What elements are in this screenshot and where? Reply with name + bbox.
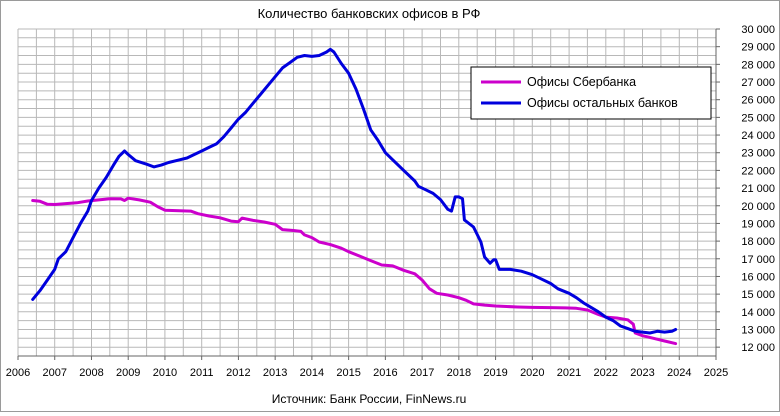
y-tick-label: 28 000 [741,59,775,71]
y-tick-label: 21 000 [741,183,775,195]
x-tick-label: 2010 [153,367,177,379]
chart-title: Количество банковских офисов в РФ [258,6,481,21]
x-tick-label: 2011 [190,367,214,379]
y-tick-label: 22 000 [741,165,775,177]
x-tick-label: 2023 [630,367,654,379]
y-tick-label: 18 000 [741,236,775,248]
grid [17,28,717,357]
y-tick-label: 27 000 [741,77,775,89]
source-note: Источник: Банк России, FinNews.ru [272,392,467,406]
x-tick-label: 2012 [226,367,250,379]
x-tick-label: 2021 [557,367,581,379]
y-tick-label: 16 000 [741,271,775,283]
y-tick-label: 19 000 [741,218,775,230]
x-tick-label: 2007 [42,367,66,379]
y-axis-ticks: 12 000 13 000 14 000 15 000 16 000 17 000 18 0… [716,24,775,354]
legend-label-other-banks: Офисы остальных банков [527,96,678,110]
x-tick-label: 2013 [263,367,287,379]
y-tick-label: 20 000 [741,201,775,213]
y-tick-label: 25 000 [741,112,775,124]
legend: Офисы Сбербанка Офисы остальных банков [470,66,712,120]
y-tick-label: 12 000 [741,342,775,354]
y-tick-label: 26 000 [741,95,775,107]
legend-label-sberbank: Офисы Сбербанка [527,75,636,89]
y-tick-label: 29 000 [741,42,775,54]
legend-box [470,66,712,120]
x-tick-label: 2020 [520,367,544,379]
y-tick-label: 23 000 [741,148,775,160]
x-tick-label: 2022 [594,367,618,379]
x-tick-label: 2014 [300,367,324,379]
x-tick-label: 2017 [410,367,434,379]
x-tick-label: 2016 [373,367,397,379]
x-tick-label: 2006 [6,367,30,379]
y-tick-label: 15 000 [741,289,775,301]
y-tick-label: 13 000 [741,324,775,336]
series-lines [31,47,678,346]
x-tick-label: 2025 [704,367,728,379]
series-line-sberbank [31,196,678,346]
series-line-other-banks [31,47,678,335]
y-tick-label: 24 000 [741,130,775,142]
y-tick-label: 17 000 [741,254,775,266]
x-tick-label: 2024 [667,367,691,379]
x-tick-label: 2019 [483,367,507,379]
y-tick-label: 30 000 [741,24,775,36]
y-tick-label: 14 000 [741,307,775,319]
x-tick-label: 2009 [116,367,140,379]
x-axis-ticks: 2006 2007 2008 2009 2010 2011 2012 2013 2014 2015… [6,356,728,379]
x-tick-label: 2018 [447,367,471,379]
x-tick-label: 2008 [79,367,103,379]
x-tick-label: 2015 [336,367,360,379]
